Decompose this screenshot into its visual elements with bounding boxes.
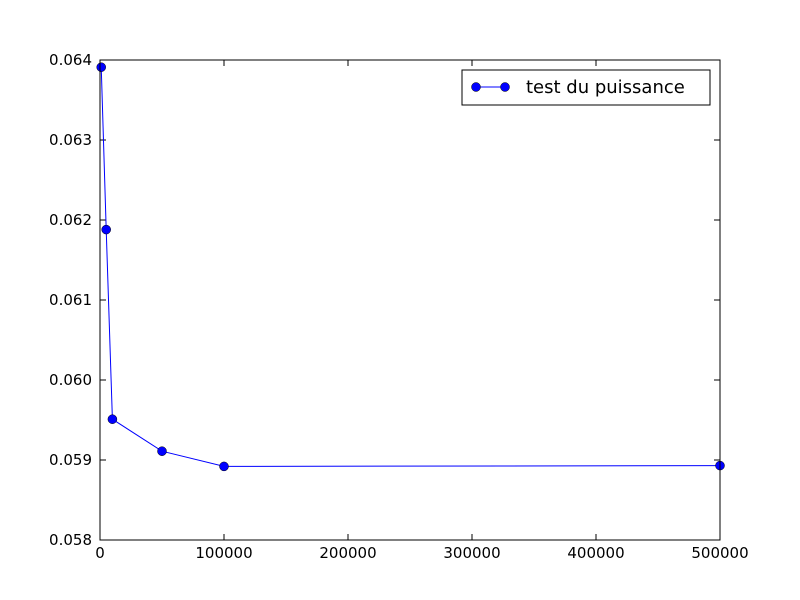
series-line bbox=[100, 67, 721, 467]
data-point bbox=[107, 414, 118, 424]
x-tick-label: 0 bbox=[95, 544, 105, 562]
y-tick-label: 0.059 bbox=[49, 451, 92, 469]
data-point bbox=[219, 461, 229, 472]
x-tick-label: 400000 bbox=[567, 544, 624, 562]
ticks-layer: 0 100000 200000 300000 400000 500000 0.058 0.05… bbox=[49, 51, 749, 562]
series-layer bbox=[96, 62, 725, 472]
y-tick-label: 0.058 bbox=[49, 531, 92, 549]
legend-marker bbox=[500, 82, 510, 92]
legend-marker bbox=[471, 82, 481, 92]
y-tick-label: 0.061 bbox=[49, 291, 92, 309]
x-tick-label: 300000 bbox=[443, 544, 500, 562]
data-point bbox=[96, 62, 106, 72]
y-tick-label: 0.060 bbox=[49, 371, 92, 389]
legend: test du puissance bbox=[461, 69, 711, 106]
data-point bbox=[101, 224, 111, 235]
x-tick-label: 500000 bbox=[691, 544, 748, 562]
x-tick-label: 200000 bbox=[319, 544, 376, 562]
y-tick-label: 0.063 bbox=[49, 131, 92, 149]
y-tick-label: 0.062 bbox=[49, 211, 92, 229]
data-point bbox=[157, 446, 167, 456]
x-tick-label: 100000 bbox=[195, 544, 252, 562]
plot-area-frame bbox=[99, 59, 721, 541]
y-tick-label: 0.064 bbox=[49, 51, 92, 69]
legend-label: test du puissance bbox=[526, 77, 685, 98]
